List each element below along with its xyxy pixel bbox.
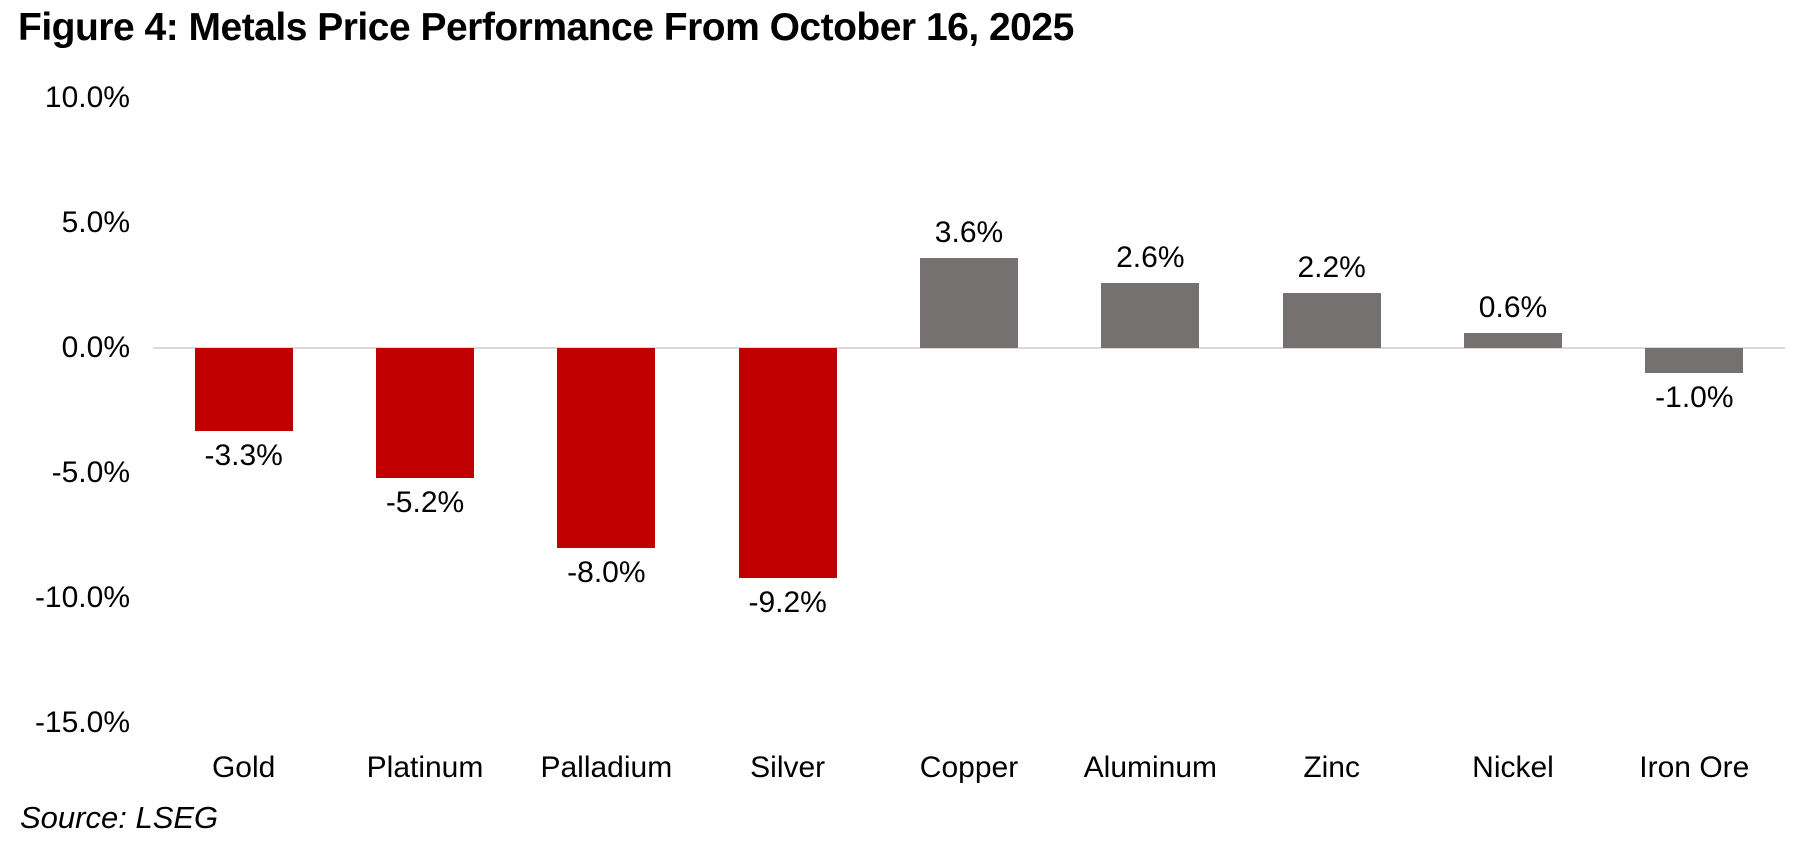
bar-nickel: [1464, 333, 1562, 348]
y-tick-label: -10.0%: [34, 581, 130, 614]
category-label: Platinum: [366, 751, 484, 784]
category-label: Zinc: [1303, 751, 1360, 784]
bar-platinum: [376, 348, 474, 478]
bar-iron-ore: [1645, 348, 1744, 373]
bar-copper: [920, 258, 1018, 348]
value-label: 0.6%: [1478, 291, 1548, 324]
y-tick-label: -15.0%: [34, 706, 130, 739]
y-tick-label: 0.0%: [61, 331, 130, 364]
y-tick-label: 10.0%: [44, 81, 130, 114]
y-tick-label: -5.0%: [51, 456, 130, 489]
value-label: -5.2%: [385, 486, 465, 519]
bar-zinc: [1282, 293, 1381, 348]
category-label: Iron Ore: [1639, 751, 1750, 784]
category-label: Copper: [919, 751, 1019, 784]
value-label: -8.0%: [567, 556, 646, 589]
category-label: Palladium: [540, 751, 673, 784]
bar-aluminum: [1101, 283, 1200, 348]
value-label: -3.3%: [204, 438, 283, 472]
value-label: 3.6%: [934, 216, 1004, 249]
bar-palladium: [557, 348, 656, 548]
value-label: 2.2%: [1297, 251, 1366, 284]
chart-title: Figure 4: Metals Price Performance From …: [18, 6, 1074, 49]
zero-axis-line: [153, 347, 1785, 349]
value-label: 2.6%: [1116, 241, 1185, 274]
category-label: Silver: [750, 751, 826, 784]
value-label: -1.0%: [1655, 381, 1734, 414]
bar-silver: [738, 348, 837, 578]
value-label: -9.2%: [748, 586, 827, 619]
source-note: Source: LSEG: [20, 800, 219, 835]
category-label: Gold: [211, 751, 276, 784]
bar-gold: [194, 348, 293, 431]
y-tick-label: 5.0%: [61, 206, 130, 239]
category-label: Nickel: [1472, 751, 1554, 784]
category-label: Aluminum: [1083, 751, 1218, 784]
